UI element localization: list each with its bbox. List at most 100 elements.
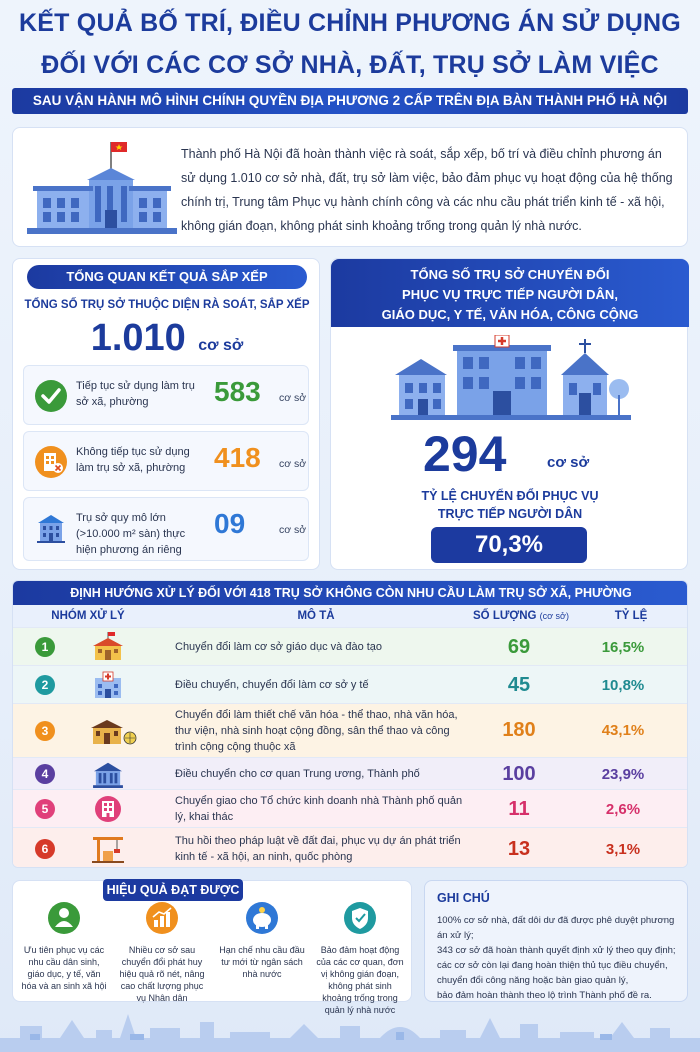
conversion-heading-line-2: PHỤC VỤ TRỰC TIẾP NGƯỜI DÂN, xyxy=(402,287,618,302)
col-header-qty-unit: (cơ sở) xyxy=(539,611,569,621)
piggy-bank-icon xyxy=(246,902,278,934)
stat-label-discontinue: Không tiếp tục sử dụng làm trụ sở xã, ph… xyxy=(76,446,190,474)
conversion-panel: TỔNG SỐ TRỤ SỞ CHUYỂN ĐỔI PHỤC VỤ TRỰC T… xyxy=(330,258,689,570)
row-rate: 3,1% xyxy=(605,841,641,858)
table-row: 2 Điều chuyển, chuyển đổi làm cơ sở y tế… xyxy=(13,665,687,703)
disposition-table: ĐỊNH HƯỚNG XỬ LÝ ĐỐI VỚI 418 TRỤ SỞ KHÔN… xyxy=(12,580,688,868)
city-skyline-decoration-icon xyxy=(0,1014,700,1052)
row-quantity: 69 xyxy=(507,636,531,658)
government-building-icon xyxy=(93,762,123,788)
note-line: chuyển đổi công năng hoặc bàn giao quản … xyxy=(437,975,629,986)
stat-label-continue: Tiếp tục sử dụng làm trụ sở xã, phường xyxy=(76,380,195,408)
row-description: Điều chuyển cho cơ quan Trung ương, Thàn… xyxy=(175,768,420,780)
row-rate: 10,8% xyxy=(601,677,645,694)
row-number-badge: 5 xyxy=(35,799,55,819)
row-description: Chuyển đổi làm cơ sở giáo dục và đào tạo xyxy=(175,641,383,653)
row-description: Chuyển đổi làm thiết chế văn hóa - thể t… xyxy=(175,709,458,753)
effect-item-continuity: Bảo đảm hoạt động của các cơ quan, đơn v… xyxy=(315,901,405,1016)
notes-body: 100% cơ sở nhà, đất dôi dư đã được phê d… xyxy=(437,913,683,1003)
effect-text: Nhiều cơ sở sau chuyển đổi phát huy hiệu… xyxy=(119,945,205,1003)
title-line-1: KẾT QUẢ BỐ TRÍ, ĐIỀU CHỈNH PHƯƠNG ÁN SỬ … xyxy=(19,9,681,37)
stat-label-large-office: Trụ sở quy mô lớn (>10.000 m² sàn) thực … xyxy=(76,512,186,556)
effect-item-efficiency: Nhiều cơ sở sau chuyển đổi phát huy hiệu… xyxy=(117,901,207,1004)
table-title: ĐỊNH HƯỚNG XỬ LÝ ĐỐI VỚI 418 TRỤ SỞ KHÔN… xyxy=(13,581,687,605)
intro-card: Thành phố Hà Nội đã hoàn thành việc rà s… xyxy=(12,127,688,247)
school-icon xyxy=(93,632,123,660)
overview-total-unit: cơ sở xyxy=(198,337,244,354)
table-row: 4 Điều chuyển cho cơ quan Trung ương, Th… xyxy=(13,757,687,789)
notes-panel: GHI CHÚ 100% cơ sở nhà, đất dôi dư đã đư… xyxy=(424,880,688,1002)
row-quantity: 13 xyxy=(507,838,531,860)
conversion-total-unit: cơ sở xyxy=(547,454,590,471)
stat-unit-continue: cơ sở xyxy=(279,392,307,404)
effects-heading: HIỆU QUẢ ĐẠT ĐƯỢC xyxy=(103,879,243,901)
col-header-desc: MÔ TẢ xyxy=(163,605,469,627)
stat-value-large-office: 09 xyxy=(214,508,246,539)
culture-house-icon xyxy=(91,720,137,745)
office-building-icon xyxy=(37,515,65,543)
effect-text: Hạn chế nhu cầu đầu tư mới từ ngân sách … xyxy=(219,945,305,979)
conversion-total-number: 294 xyxy=(423,426,507,482)
building-x-icon xyxy=(35,446,67,478)
note-line: bảo đảm hoàn thành theo lộ trình Thành p… xyxy=(437,990,652,1001)
note-line: 100% cơ sở nhà, đất dôi dư đã được phê d… xyxy=(437,915,675,941)
table-row: 5 Chuyển giao cho Tổ chức kinh doanh nhà… xyxy=(13,789,687,827)
conversion-heading-line-3: GIÁO DỤC, Y TẾ, VĂN HÓA, CÔNG CỘNG xyxy=(381,307,639,322)
overview-subheading: TỔNG SỐ TRỤ SỞ THUỘC DIỆN RÀ SOÁT, SẮP X… xyxy=(24,299,310,311)
row-quantity: 11 xyxy=(508,798,530,820)
conversion-rate-label: TỶ LỆ CHUYỂN ĐỔI PHỤC VỤ TRỰC TIẾP NGƯỜI… xyxy=(331,487,689,523)
stat-card-large-office: Trụ sở quy mô lớn (>10.000 m² sàn) thực … xyxy=(23,497,309,561)
row-rate: 2,6% xyxy=(605,801,641,818)
stat-card-continue: Tiếp tục sử dụng làm trụ sở xã, phường 5… xyxy=(23,365,309,425)
effect-item-priority: Ưu tiên phục vụ các nhu cầu dân sinh, gi… xyxy=(19,901,109,992)
growth-chart-icon xyxy=(146,902,178,934)
row-rate: 43,1% xyxy=(601,722,645,739)
title-line-2: ĐỐI VỚI CÁC CƠ SỞ NHÀ, ĐẤT, TRỤ SỞ LÀM V… xyxy=(41,51,659,79)
row-number-badge: 6 xyxy=(35,839,55,859)
conversion-rate-badge: 70,3% xyxy=(431,527,587,563)
note-line: 343 cơ sở đã hoàn thành quyết định xử lý… xyxy=(437,945,676,956)
row-number-badge: 1 xyxy=(35,637,55,657)
overview-total-number: 1.010 xyxy=(90,317,186,359)
col-header-qty: SỐ LƯỢNG (cơ sở) xyxy=(469,605,573,627)
row-number-badge: 3 xyxy=(35,721,55,741)
check-icon xyxy=(35,380,67,412)
crane-icon xyxy=(92,837,124,863)
table-row: 1 Chuyển đổi làm cơ sở giáo dục và đào t… xyxy=(13,627,687,665)
conversion-rate-label-line-2: TRỰC TIẾP NGƯỜI DÂN xyxy=(437,507,583,521)
row-quantity: 45 xyxy=(507,674,531,696)
stat-unit-large-office: cơ sở xyxy=(279,524,307,536)
row-quantity: 100 xyxy=(502,763,536,785)
overview-total: 1.010 cơ sở xyxy=(13,317,321,360)
note-line: các cơ sở còn lại đang hoàn thiện thủ tụ… xyxy=(437,960,668,971)
page-title: KẾT QUẢ BỐ TRÍ, ĐIỀU CHỈNH PHƯƠNG ÁN SỬ … xyxy=(0,8,700,80)
table-row: 6 Thu hồi theo pháp luật về đất đai, phụ… xyxy=(13,827,687,867)
public-buildings-illustration-icon xyxy=(391,335,631,420)
notes-heading: GHI CHÚ xyxy=(437,891,490,905)
overview-panel: TỔNG QUAN KẾT QUẢ SẮP XẾP TỔNG SỐ TRỤ SỞ… xyxy=(12,258,320,570)
overview-heading: TỔNG QUAN KẾT QUẢ SẮP XẾP xyxy=(27,265,307,289)
row-rate: 23,9% xyxy=(601,766,645,783)
conversion-heading-line-1: TỔNG SỐ TRỤ SỞ CHUYỂN ĐỔI xyxy=(410,267,610,282)
conversion-rate-label-line-1: TỶ LỆ CHUYỂN ĐỔI PHỤC VỤ xyxy=(421,489,599,503)
people-icon xyxy=(48,902,80,934)
hospital-icon xyxy=(95,671,121,698)
row-description: Chuyển giao cho Tổ chức kinh doanh nhà T… xyxy=(175,795,463,823)
col-header-qty-label: SỐ LƯỢNG xyxy=(473,610,537,622)
row-rate: 16,5% xyxy=(601,639,645,656)
government-building-illustration-icon xyxy=(27,142,177,234)
stat-value-continue: 583 xyxy=(214,376,261,407)
shield-check-icon xyxy=(344,902,376,934)
subtitle-bar: SAU VẬN HÀNH MÔ HÌNH CHÍNH QUYỀN ĐỊA PHƯ… xyxy=(12,88,688,114)
apartment-icon xyxy=(95,796,121,822)
row-number-badge: 2 xyxy=(35,675,55,695)
row-number-badge: 4 xyxy=(35,764,55,784)
stat-value-discontinue: 418 xyxy=(214,442,261,473)
stat-card-discontinue: Không tiếp tục sử dụng làm trụ sở xã, ph… xyxy=(23,431,309,491)
row-description: Thu hồi theo pháp luật về đất đai, phục … xyxy=(175,835,461,863)
effect-item-budget: Hạn chế nhu cầu đầu tư mới từ ngân sách … xyxy=(217,901,307,980)
effects-panel: HIỆU QUẢ ĐẠT ĐƯỢC Ưu tiên phục vụ các nh… xyxy=(12,879,412,1015)
table-row: 3 Chuyển đổi làm thiết chế văn hóa - thể… xyxy=(13,703,687,757)
col-header-group: NHÓM XỬ LÝ xyxy=(13,605,163,627)
intro-text: Thành phố Hà Nội đã hoàn thành việc rà s… xyxy=(181,147,673,233)
